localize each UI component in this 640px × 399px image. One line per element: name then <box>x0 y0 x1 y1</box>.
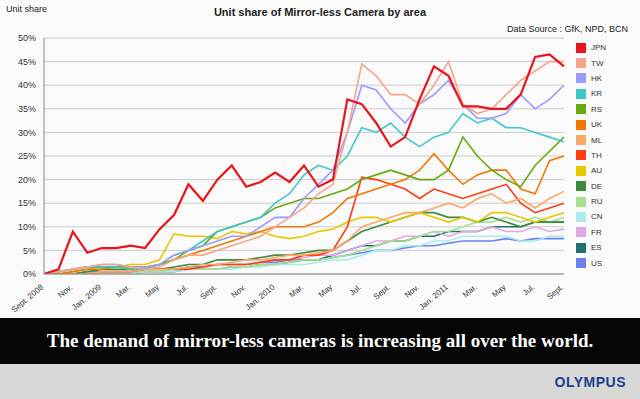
svg-text:5%: 5% <box>23 246 36 256</box>
svg-text:May: May <box>143 283 160 300</box>
svg-text:Mar.: Mar. <box>288 283 306 300</box>
html-text:JPN: JPN <box>591 43 607 53</box>
html-text:AU: AU <box>591 166 603 176</box>
svg-text:25%: 25% <box>18 151 36 161</box>
html-text:TW: TW <box>591 58 604 68</box>
html-text:TH: TH <box>591 150 602 160</box>
svg-text:0%: 0% <box>23 269 36 279</box>
html-text:US: US <box>591 258 603 268</box>
html-text:The demand of mirror-less came: The demand of mirror-less cameras is inc… <box>46 330 594 351</box>
html-text:DE: DE <box>591 181 603 191</box>
svg-text:Jan. 2011: Jan. 2011 <box>417 282 450 311</box>
svg-text:35%: 35% <box>18 104 36 114</box>
html-text:Data Source : GfK, NPD, BCN: Data Source : GfK, NPD, BCN <box>507 24 628 34</box>
html-text:KR: KR <box>591 89 603 99</box>
html-text:RS: RS <box>591 104 603 114</box>
svg-text:20%: 20% <box>18 175 36 185</box>
svg-text:Mar.: Mar. <box>461 283 479 300</box>
html-text:Unit share: Unit share <box>6 4 47 14</box>
svg-text:40%: 40% <box>18 80 36 90</box>
html-text:HK: HK <box>591 74 603 83</box>
svg-text:Jul.: Jul. <box>174 283 189 298</box>
svg-text:45%: 45% <box>18 57 36 67</box>
svg-text:Jul.: Jul. <box>521 283 536 298</box>
svg-text:Mar.: Mar. <box>114 283 132 300</box>
svg-text:15%: 15% <box>18 198 36 208</box>
svg-text:10%: 10% <box>18 222 36 232</box>
html-text:UK: UK <box>591 120 603 130</box>
svg-text:Nov.: Nov. <box>56 283 74 300</box>
html-text:OLYMPUS: OLYMPUS <box>554 374 626 390</box>
svg-text:Jul.: Jul. <box>348 283 363 298</box>
html-text:RU: RU <box>591 197 603 207</box>
svg-text:May: May <box>317 283 334 300</box>
svg-text:May: May <box>490 283 507 300</box>
html-text:ES: ES <box>591 243 602 253</box>
html-text:ML: ML <box>591 135 603 145</box>
html-text:CN: CN <box>591 212 603 222</box>
svg-text:Jan. 2009: Jan. 2009 <box>70 282 103 312</box>
svg-text:Sept.: Sept. <box>199 283 219 302</box>
svg-text:50%: 50% <box>18 33 36 43</box>
svg-text:Jan. 2010: Jan. 2010 <box>244 282 277 312</box>
svg-text:Nov.: Nov. <box>230 283 248 300</box>
svg-text:Sept.: Sept. <box>545 283 565 302</box>
svg-text:Nov.: Nov. <box>403 283 421 300</box>
svg-text:30%: 30% <box>18 128 36 138</box>
html-text:Unit share of Mirror-less Came: Unit share of Mirror-less Camera by area <box>213 6 427 18</box>
svg-text:Sept.: Sept. <box>372 283 392 302</box>
html-text:FR: FR <box>591 227 602 237</box>
svg-text:Sept. 2008: Sept. 2008 <box>10 282 46 314</box>
